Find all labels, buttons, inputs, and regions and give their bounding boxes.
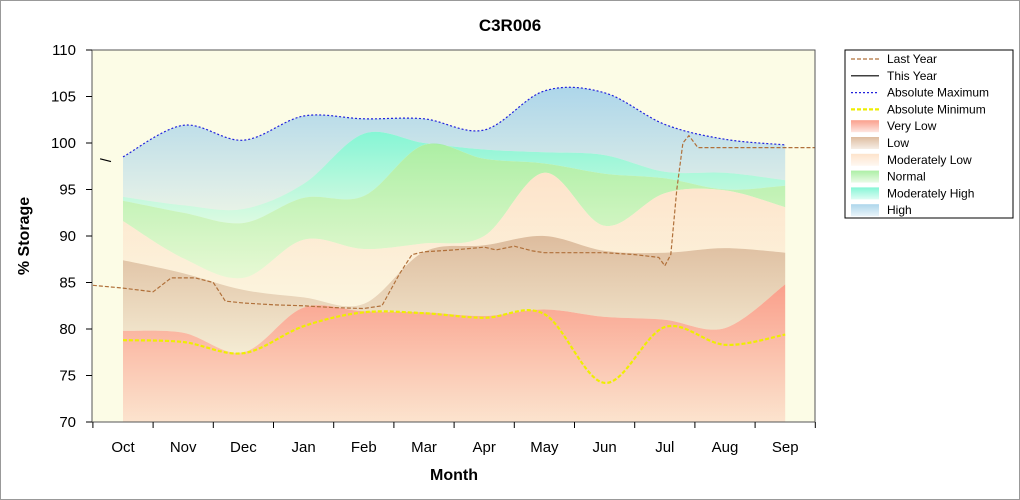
legend-label-last-year: Last Year	[887, 52, 937, 66]
legend-swatch-normal	[851, 170, 879, 183]
y-tick-label: 110	[52, 42, 76, 59]
x-tick-label: Jul	[655, 439, 674, 456]
x-tick-label: Apr	[473, 439, 496, 456]
legend-label-this-year: This Year	[887, 69, 937, 83]
legend-swatch-moderately-low	[851, 153, 879, 166]
x-tick-label: Nov	[170, 439, 197, 456]
band-moderately-low	[123, 172, 786, 307]
legend-swatch-low	[851, 137, 879, 149]
legend-label-absolute-minimum: Absolute Minimum	[887, 102, 986, 116]
y-tick-label: 95	[59, 182, 76, 199]
x-tick-label: Jun	[593, 439, 617, 456]
legend-swatch-high	[851, 204, 879, 217]
legend-label-high: High	[887, 203, 912, 217]
y-tick-label: 90	[59, 228, 76, 245]
x-axis-title: Month	[430, 467, 478, 484]
line-last-year	[92, 134, 816, 310]
legend-swatch-moderately-high	[851, 187, 879, 200]
legend-label-absolute-maximum: Absolute Maximum	[887, 86, 989, 100]
y-tick-label: 70	[59, 414, 76, 431]
band-layer	[123, 87, 786, 422]
y-tick-label: 80	[59, 321, 76, 338]
line-layer	[92, 86, 816, 385]
y-tick-label: 75	[59, 368, 76, 385]
band-low	[123, 235, 786, 353]
x-tick-label: Sep	[772, 439, 799, 456]
line-absolute-minimum	[122, 309, 786, 385]
line-this-year	[99, 158, 112, 163]
band-normal	[123, 143, 786, 279]
x-tick-label: May	[530, 439, 559, 456]
x-tick-label: Feb	[351, 439, 377, 456]
band-very-low	[123, 284, 786, 422]
x-tick-label: Jan	[292, 439, 316, 456]
x-tick-label: Mar	[411, 439, 437, 456]
x-tick-label: Oct	[111, 439, 135, 456]
y-axis-title: % Storage	[16, 197, 33, 275]
y-tick-label: 85	[59, 275, 76, 292]
line-absolute-maximum	[122, 86, 786, 158]
x-tick-label: Dec	[230, 439, 257, 456]
legend-label-normal: Normal	[887, 170, 926, 184]
band-moderately-high	[123, 131, 786, 224]
legend-label-low: Low	[887, 136, 909, 150]
legend: Last Year This Year Absolute Maximum Absolu…	[844, 49, 1014, 219]
y-tick-label: 105	[51, 89, 76, 106]
legend-swatch-very-low	[851, 120, 879, 133]
chart-title: C3R006	[479, 16, 541, 35]
legend-label-very-low: Very Low	[887, 119, 937, 133]
legend-label-moderately-low: Moderately Low	[887, 153, 972, 167]
x-tick-label: Aug	[712, 439, 739, 456]
y-tick-label: 100	[51, 135, 76, 152]
legend-label-moderately-high: Moderately High	[887, 186, 974, 200]
band-high	[123, 87, 786, 211]
axes: 70 75 80 85 90 95 100 105 110 Oct Nov Dec Jan Feb Mar A…	[51, 42, 816, 456]
